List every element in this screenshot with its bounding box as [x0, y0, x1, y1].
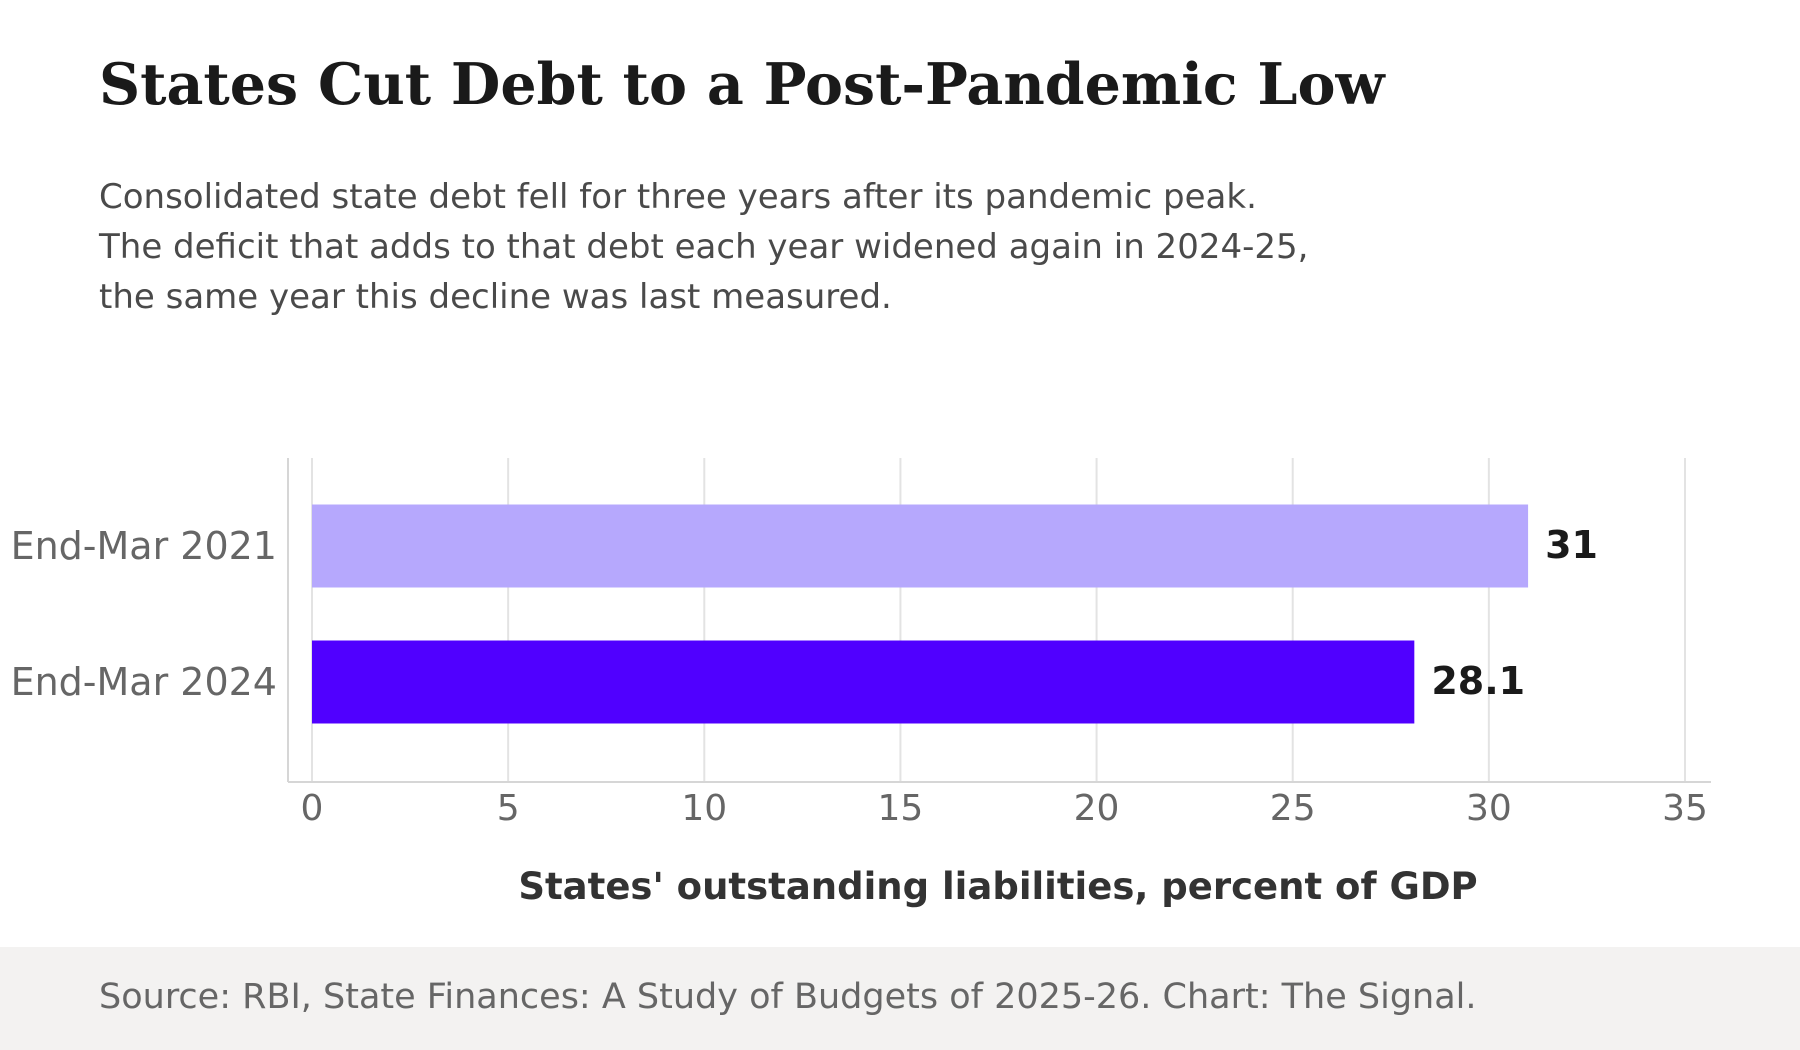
x-tick-label: 10 — [681, 788, 727, 829]
source-note: Source: RBI, State Finances: A Study of … — [99, 977, 1477, 1017]
axes: 0 5 10 15 20 25 30 35 — [287, 458, 1711, 829]
x-tick-label: 35 — [1662, 788, 1708, 829]
subtitle-line-1: Consolidated state debt fell for three y… — [99, 177, 1257, 217]
x-tick-label: 20 — [1074, 788, 1120, 829]
x-tick-label: 15 — [878, 788, 924, 829]
chart-subtitle: Consolidated state debt fell for three y… — [99, 172, 1308, 322]
bar — [312, 640, 1415, 724]
y-category-label: End-Mar 2024 — [11, 660, 277, 704]
bar-value-label: 31 — [1545, 523, 1598, 567]
y-category-label: End-Mar 2021 — [11, 524, 277, 568]
chart-title: States Cut Debt to a Post-Pandemic Low — [99, 51, 1385, 118]
bars — [312, 504, 1529, 724]
x-tick-label: 5 — [497, 788, 520, 829]
x-tick-label: 25 — [1270, 788, 1316, 829]
x-tick-label: 30 — [1466, 788, 1512, 829]
footer: Source: RBI, State Finances: A Study of … — [0, 947, 1800, 1050]
x-tick-label: 0 — [301, 788, 324, 829]
x-axis-title: States' outstanding liabilities, percent… — [518, 865, 1477, 908]
bar-value-label: 28.1 — [1431, 659, 1525, 703]
subtitle-line-3: the same year this decline was last meas… — [99, 277, 892, 317]
subtitle-line-2: The deficit that adds to that debt each … — [99, 227, 1309, 267]
labels: End-Mar 2021 31 End-Mar 2024 28.1 — [11, 523, 1598, 704]
bar — [312, 504, 1529, 588]
